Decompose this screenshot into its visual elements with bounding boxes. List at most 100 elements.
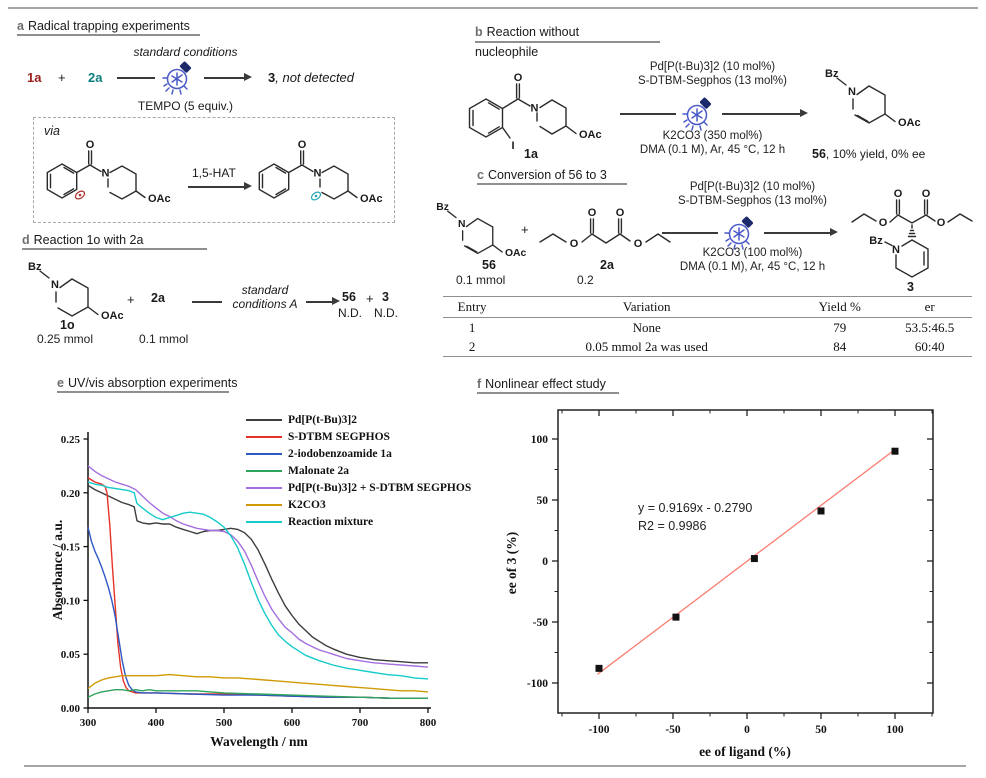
atom-n: N — [102, 168, 110, 180]
x-tick-label: 300 — [80, 717, 97, 729]
condition-ligand: S-DTBM-Segphos (13 mol%) — [678, 195, 827, 207]
reaction-c-conditions-top: Pd[P(t-Bu)3]2 (10 mol%) S-DTBM-Segphos (… — [655, 180, 850, 208]
top-rule — [8, 7, 978, 9]
atom-iodine: I — [511, 140, 514, 152]
atom-n: N — [314, 168, 322, 180]
panel-b-title: Reaction without — [486, 25, 580, 39]
nle-chart: -100 -50 0 50 100 -100 -50 0 50 100 y = 0.9169x - … — [504, 409, 934, 759]
atom-o-carbonyl1: O — [588, 207, 597, 219]
reaction-c-conditions-bottom: K2CO3 (100 mol%) DMA (0.1 M), Ar, 45 °C,… — [655, 246, 850, 274]
y-axis-title: Absorbance / a.u. — [50, 520, 65, 621]
panel-d-title: Reaction 1o with 2a — [33, 233, 144, 247]
product-d-3: 3 — [382, 290, 389, 304]
atom-o-carbonyl1: O — [894, 188, 903, 200]
legend-swatch — [246, 435, 282, 438]
plus-sign: + — [58, 70, 66, 85]
y-tick-label: 0 — [542, 556, 548, 568]
legend-swatch — [246, 418, 282, 421]
atom-oac: OAc — [148, 193, 171, 205]
legend-label: Pd[P(t-Bu)3]2 — [288, 413, 357, 426]
y-tick-label: -50 — [533, 617, 549, 629]
panel-d-header: d Reaction 1o with 2a — [22, 233, 143, 247]
panel-c-letter: c — [477, 168, 484, 182]
data-point — [817, 507, 825, 515]
atom-bz: Bz — [28, 261, 42, 273]
condition-solvent: DMA (0.1 M), Ar, 45 °C, 12 h — [679, 261, 826, 273]
structure-1o: Bz N OAc — [28, 261, 124, 322]
panel-e-header: e UV/vis absorption experiments — [57, 376, 237, 390]
series-2-iodobenzoamide-1a — [87, 527, 428, 699]
legend-label: S-DTBM SEGPHOS — [288, 430, 390, 443]
product-3-label: 3, not detected — [268, 70, 354, 85]
atom-bz: Bz — [825, 68, 839, 80]
product-d-3-nd: N.D. — [374, 306, 398, 320]
hat-label: 1,5-HAT — [192, 166, 236, 180]
lightbulb-icon — [682, 97, 712, 131]
atom-o-ester2: O — [937, 217, 946, 229]
table-cell: 79 — [833, 319, 847, 335]
plot-frame — [557, 409, 934, 714]
series-malonate-2a — [87, 689, 428, 699]
y-tick-label: 0.15 — [61, 542, 81, 554]
structure-3: O O O O Bz N — [851, 188, 973, 278]
condition-catalyst: Pd[P(t-Bu)3]2 (10 mol%) — [649, 61, 776, 73]
product-3-name: 3 — [268, 70, 276, 85]
reaction-b-arrow-head — [800, 109, 808, 118]
panel-c-underline — [477, 183, 627, 186]
via-label: via — [44, 124, 60, 138]
y-tick-label: -100 — [527, 678, 548, 690]
y-tick-label: 0.05 — [61, 649, 81, 661]
y-tick-label: 100 — [531, 434, 549, 446]
panel-f-letter: f — [477, 377, 482, 391]
x-axis-title: ee of ligand (%) — [699, 744, 791, 759]
panel-c-header: c Conversion of 56 to 3 — [477, 168, 607, 182]
x-tick-label: 100 — [886, 724, 904, 736]
atom-n: N — [458, 219, 465, 230]
fit-line — [597, 447, 897, 675]
atom-o: O — [86, 139, 95, 151]
x-tick-label: 700 — [352, 717, 369, 729]
legend-item: 2-iodobenzoamide 1a — [246, 445, 471, 462]
atom-o-ester2: O — [634, 238, 643, 250]
panel-b-underline — [475, 41, 660, 44]
series-pd-p-t-bu-3-2 — [87, 484, 428, 664]
reaction-b-conditions-top: Pd[P(t-Bu)3]2 (10 mol%) S-DTBM-Segphos (… — [610, 60, 815, 88]
atom-o-ester1: O — [570, 238, 579, 250]
atom-o: O — [514, 72, 523, 84]
reactant-2a-label-d: 2a — [151, 291, 165, 305]
col-entry: Entry — [443, 296, 502, 318]
structure-2a: O O O O — [539, 207, 671, 250]
hat-arrow-line — [188, 186, 244, 188]
plus-sign-d2: + — [366, 291, 374, 306]
reaction-b-arrow-segment — [620, 113, 676, 115]
lightbulb-icon — [724, 216, 754, 250]
legend-label: 2-iodobenzoamide 1a — [288, 447, 392, 460]
legend-swatch — [246, 503, 282, 506]
panel-b-title2: nucleophile — [475, 45, 539, 59]
panel-b-header: b Reaction without — [475, 25, 579, 39]
product-d-56-nd: N.D. — [338, 306, 362, 320]
atom-o: O — [298, 139, 307, 151]
condition-line2: conditions A — [232, 297, 298, 311]
col-er: er — [887, 296, 972, 318]
y-tick-label: 0.20 — [61, 488, 81, 500]
product-d-56: 56 — [342, 290, 356, 304]
x-tick-label: 600 — [284, 717, 301, 729]
table-row: 1 None 79 53.5:46.5 — [443, 318, 972, 338]
condition-base: K2CO3 (350 mol%) — [662, 130, 763, 142]
reaction-d-conditions: standard conditions A — [224, 283, 306, 311]
x-tick-label: 0 — [744, 724, 750, 736]
hat-arrow-head — [244, 182, 252, 191]
panel-a-header: a Radical trapping experiments — [17, 19, 190, 33]
legend-item: Reaction mixture — [246, 513, 471, 530]
x-tick-label: 400 — [148, 717, 165, 729]
x-tick-label: 800 — [420, 717, 437, 729]
panel-a-underline — [17, 34, 200, 37]
structure-3-name: 3 — [907, 280, 914, 294]
atom-oac: OAc — [898, 117, 921, 129]
condition-catalyst: Pd[P(t-Bu)3]2 (10 mol%) — [689, 181, 816, 193]
legend-label: Malonate 2a — [288, 464, 350, 477]
series-k2co3 — [87, 673, 429, 693]
legend-label: Pd[P(t-Bu)3]2 + S-DTBM SEGPHOS — [288, 481, 472, 494]
structure-1a: O N OAc I — [468, 72, 602, 152]
